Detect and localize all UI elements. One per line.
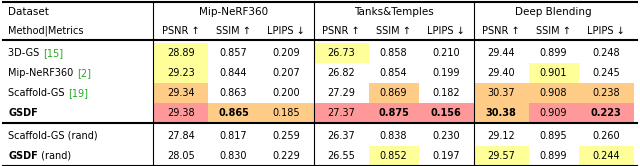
- Text: 30.37: 30.37: [487, 88, 515, 98]
- Text: 0.248: 0.248: [592, 48, 620, 58]
- Text: 3D-GS: 3D-GS: [8, 48, 43, 58]
- Text: 0.899: 0.899: [540, 151, 567, 161]
- Text: 0.260: 0.260: [592, 131, 620, 141]
- Text: 0.209: 0.209: [272, 48, 300, 58]
- Text: 28.89: 28.89: [167, 48, 195, 58]
- Text: 29.57: 29.57: [487, 151, 515, 161]
- Text: 0.259: 0.259: [272, 131, 300, 141]
- Text: 0.230: 0.230: [432, 131, 460, 141]
- Text: Scaffold-GS (rand): Scaffold-GS (rand): [8, 131, 98, 141]
- Text: 29.44: 29.44: [487, 48, 515, 58]
- Text: 0.863: 0.863: [220, 88, 247, 98]
- Text: 0.844: 0.844: [220, 68, 247, 78]
- Text: Mip-NeRF360: Mip-NeRF360: [199, 7, 268, 17]
- Bar: [474, 83, 529, 103]
- Text: 29.40: 29.40: [487, 68, 515, 78]
- Bar: [154, 83, 209, 103]
- Text: GSDF: GSDF: [8, 108, 38, 118]
- Text: PSNR ↑: PSNR ↑: [482, 26, 520, 36]
- Bar: [579, 83, 634, 103]
- Text: Dataset: Dataset: [8, 7, 49, 17]
- Text: Mip-NeRF360: Mip-NeRF360: [8, 68, 77, 78]
- Text: 0.245: 0.245: [592, 68, 620, 78]
- Text: 0.817: 0.817: [220, 131, 247, 141]
- Text: [15]: [15]: [43, 48, 63, 58]
- Bar: [154, 103, 209, 123]
- Bar: [579, 103, 634, 123]
- Text: Method|Metrics: Method|Metrics: [8, 26, 84, 36]
- Text: [19]: [19]: [68, 88, 88, 98]
- Bar: [474, 103, 529, 123]
- Bar: [369, 83, 419, 103]
- Text: 28.05: 28.05: [167, 151, 195, 161]
- Text: 0.909: 0.909: [540, 108, 567, 118]
- Bar: [529, 63, 579, 83]
- Bar: [154, 43, 209, 63]
- Text: [2]: [2]: [77, 68, 91, 78]
- Text: 26.82: 26.82: [327, 68, 355, 78]
- Text: Deep Blending: Deep Blending: [515, 7, 592, 17]
- Bar: [314, 43, 369, 63]
- Text: 29.23: 29.23: [167, 68, 195, 78]
- Bar: [314, 103, 369, 123]
- Text: 0.908: 0.908: [540, 88, 567, 98]
- Text: 27.84: 27.84: [167, 131, 195, 141]
- Bar: [259, 103, 314, 123]
- Text: LPIPS ↓: LPIPS ↓: [427, 26, 465, 36]
- Text: SSIM ↑: SSIM ↑: [536, 26, 571, 36]
- Text: SSIM ↑: SSIM ↑: [376, 26, 411, 36]
- Text: 0.156: 0.156: [431, 108, 461, 118]
- Text: 26.55: 26.55: [327, 151, 355, 161]
- Text: Scaffold-GS: Scaffold-GS: [8, 88, 68, 98]
- Text: 0.901: 0.901: [540, 68, 567, 78]
- Text: 0.830: 0.830: [220, 151, 247, 161]
- Text: 0.858: 0.858: [380, 48, 407, 58]
- Text: 0.207: 0.207: [272, 68, 300, 78]
- Text: 0.838: 0.838: [380, 131, 407, 141]
- Text: 29.38: 29.38: [167, 108, 195, 118]
- Text: 0.875: 0.875: [378, 108, 409, 118]
- Text: 0.865: 0.865: [218, 108, 249, 118]
- Text: 0.869: 0.869: [380, 88, 407, 98]
- Text: 0.223: 0.223: [591, 108, 621, 118]
- Text: Tanks&Temples: Tanks&Temples: [354, 7, 433, 17]
- Text: 27.37: 27.37: [327, 108, 355, 118]
- Bar: [419, 103, 474, 123]
- Text: LPIPS ↓: LPIPS ↓: [588, 26, 625, 36]
- Text: GSDF: GSDF: [8, 151, 38, 161]
- Text: 30.38: 30.38: [486, 108, 516, 118]
- Text: 0.200: 0.200: [272, 88, 300, 98]
- Bar: [579, 146, 634, 166]
- Bar: [529, 83, 579, 103]
- Bar: [154, 63, 209, 83]
- Text: 0.854: 0.854: [380, 68, 407, 78]
- Text: 26.73: 26.73: [327, 48, 355, 58]
- Text: (rand): (rand): [38, 151, 71, 161]
- Text: LPIPS ↓: LPIPS ↓: [267, 26, 305, 36]
- Text: 26.37: 26.37: [327, 131, 355, 141]
- Text: 29.12: 29.12: [487, 131, 515, 141]
- Text: 0.197: 0.197: [432, 151, 460, 161]
- Text: 0.852: 0.852: [380, 151, 408, 161]
- Text: PSNR ↑: PSNR ↑: [162, 26, 200, 36]
- Text: 0.857: 0.857: [220, 48, 248, 58]
- Bar: [369, 103, 419, 123]
- Text: 0.895: 0.895: [540, 131, 568, 141]
- Text: 0.185: 0.185: [272, 108, 300, 118]
- Text: PSNR ↑: PSNR ↑: [322, 26, 360, 36]
- Text: 0.210: 0.210: [432, 48, 460, 58]
- Text: SSIM ↑: SSIM ↑: [216, 26, 251, 36]
- Text: 0.238: 0.238: [592, 88, 620, 98]
- Text: 27.29: 27.29: [327, 88, 355, 98]
- Text: 0.229: 0.229: [272, 151, 300, 161]
- Text: 0.899: 0.899: [540, 48, 567, 58]
- Bar: [209, 103, 259, 123]
- Text: 0.182: 0.182: [432, 88, 460, 98]
- Text: 29.34: 29.34: [167, 88, 195, 98]
- Bar: [474, 146, 529, 166]
- Bar: [369, 146, 419, 166]
- Text: 0.244: 0.244: [592, 151, 620, 161]
- Text: 0.199: 0.199: [433, 68, 460, 78]
- Bar: [529, 103, 579, 123]
